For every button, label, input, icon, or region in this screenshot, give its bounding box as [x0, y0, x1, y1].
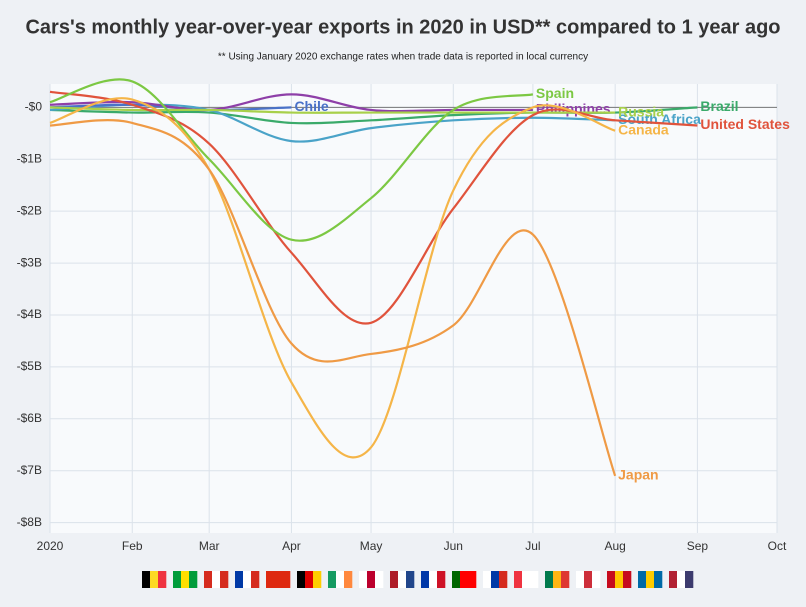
series-label: Philippines — [536, 101, 611, 117]
flag-stripe — [398, 571, 407, 588]
flag-stripe — [173, 571, 182, 588]
flag-stripe — [235, 571, 244, 588]
flag-stripe — [297, 571, 306, 588]
y-tick-label: -$4B — [17, 307, 42, 321]
series-label: United States — [700, 116, 790, 132]
flag-stripe — [158, 571, 167, 588]
flag-stripe — [212, 571, 221, 588]
flag-stripe — [452, 571, 461, 588]
y-tick-label: -$2B — [17, 203, 42, 217]
y-tick-label: -$0 — [25, 100, 43, 114]
flag-stripe — [220, 571, 229, 588]
flag-stripe — [530, 571, 539, 588]
flag-stripe — [483, 571, 492, 588]
flag-stripe — [429, 571, 438, 588]
series-label: Brazil — [700, 98, 738, 114]
series-line — [49, 119, 617, 477]
y-tick-label: -$8B — [17, 515, 42, 529]
x-tick-label: Jun — [444, 539, 463, 553]
flag-stripe — [460, 571, 469, 588]
flag-stripe — [344, 571, 353, 588]
y-tick-label: -$7B — [17, 463, 42, 477]
flag-stripe — [204, 571, 213, 588]
y-tick-label: -$3B — [17, 255, 42, 269]
x-tick-label: Apr — [282, 539, 301, 553]
flag-stripe — [468, 571, 477, 588]
y-tick-label: -$5B — [17, 359, 42, 373]
series-line — [49, 97, 616, 459]
x-tick-label: Sep — [687, 539, 709, 553]
flag-stripe — [615, 571, 624, 588]
flag-stripe — [390, 571, 399, 588]
flag-stripe — [282, 571, 291, 588]
chart-title: Cars's monthly year-over-year exports in… — [25, 16, 780, 38]
flag-stripe — [421, 571, 430, 588]
flag-stripe — [274, 571, 283, 588]
flag-stripe — [359, 571, 368, 588]
flag-stripe — [150, 571, 159, 588]
flag-stripe — [561, 571, 570, 588]
flag-stripe — [576, 571, 585, 588]
flag-stripe — [584, 571, 593, 588]
flag-row — [142, 571, 694, 588]
flag-stripe — [251, 571, 260, 588]
series-line — [49, 78, 534, 242]
x-tick-label: May — [360, 539, 383, 553]
series-label: Japan — [618, 467, 658, 483]
flag-stripe — [142, 571, 151, 588]
series-label: Russia — [618, 103, 664, 119]
x-tick-label: 2020 — [37, 539, 64, 553]
flag-stripe — [305, 571, 314, 588]
x-tick-label: Feb — [122, 539, 143, 553]
x-tick-label: Oct — [768, 539, 787, 553]
flag-stripe — [654, 571, 663, 588]
flag-stripe — [243, 571, 252, 588]
series-label: Chile — [294, 98, 328, 114]
flag-stripe — [677, 571, 686, 588]
flag-stripe — [623, 571, 632, 588]
flag-stripe — [491, 571, 500, 588]
flag-stripe — [266, 571, 275, 588]
flag-stripe — [522, 571, 531, 588]
flag-stripe — [592, 571, 601, 588]
flag-stripe — [514, 571, 523, 588]
flag-stripe — [685, 571, 694, 588]
series-label: Canada — [618, 121, 669, 137]
flag-stripe — [646, 571, 655, 588]
flag-stripe — [328, 571, 337, 588]
x-tick-label: Aug — [604, 539, 625, 553]
flag-stripe — [375, 571, 384, 588]
flag-stripe — [336, 571, 345, 588]
series-line — [49, 106, 616, 114]
y-tick-label: -$6B — [17, 411, 42, 425]
chart-subtitle: ** Using January 2020 exchange rates whe… — [218, 52, 588, 63]
flag-stripe — [437, 571, 446, 588]
y-tick-label: -$1B — [17, 151, 42, 165]
flag-stripe — [367, 571, 376, 588]
flag-stripe — [499, 571, 508, 588]
x-tick-label: Jul — [525, 539, 540, 553]
flag-stripe — [545, 571, 554, 588]
flag-stripe — [607, 571, 616, 588]
flag-stripe — [669, 571, 678, 588]
flag-stripe — [553, 571, 562, 588]
series-label: Spain — [536, 85, 574, 101]
flag-stripe — [313, 571, 322, 588]
flag-stripe — [638, 571, 647, 588]
series-label: South Africa — [618, 111, 701, 127]
flag-stripe — [189, 571, 198, 588]
flag-stripe — [181, 571, 190, 588]
x-tick-label: Mar — [199, 539, 220, 553]
flag-stripe — [406, 571, 415, 588]
